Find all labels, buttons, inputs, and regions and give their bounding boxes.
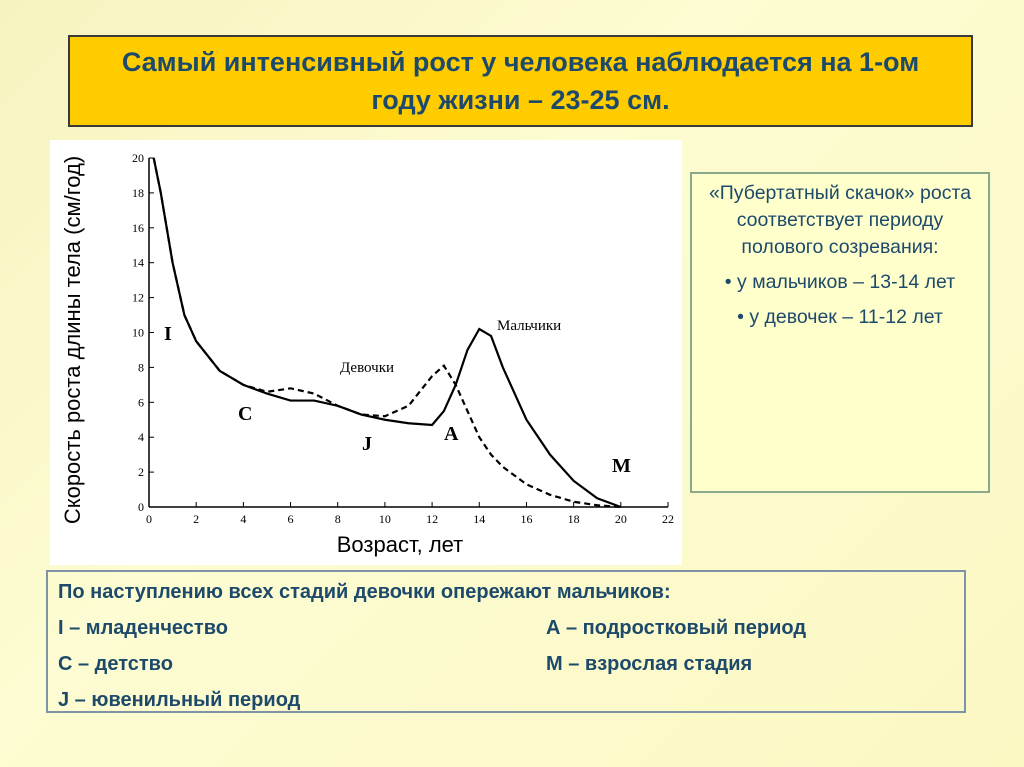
x-tick-label: 8 bbox=[335, 512, 341, 526]
series-label: Мальчики bbox=[497, 318, 561, 334]
y-tick-label: 20 bbox=[132, 151, 144, 165]
item: С – детство bbox=[58, 653, 173, 675]
x-tick-label: 0 bbox=[146, 512, 152, 526]
series-line bbox=[152, 157, 621, 509]
annotation: A bbox=[444, 423, 459, 445]
y-tick-label: 6 bbox=[138, 395, 144, 409]
side-text: «Пубертатный скачок» роста соответствует… bbox=[708, 182, 972, 258]
x-tick-label: 22 bbox=[662, 512, 674, 526]
item: А – подростковый период bbox=[546, 617, 807, 639]
item: J – ювенильный период bbox=[58, 689, 301, 711]
y-tick-label: 16 bbox=[132, 221, 144, 235]
y-tick-label: 12 bbox=[132, 291, 144, 305]
y-tick-label: 14 bbox=[132, 256, 144, 270]
heading: По наступлению всех стадий девочки опере… bbox=[58, 581, 671, 603]
annotation: I bbox=[164, 323, 172, 345]
x-tick-label: 14 bbox=[473, 512, 485, 526]
y-tick-label: 0 bbox=[138, 500, 144, 514]
annotation: J bbox=[362, 433, 372, 455]
item: I – младенчество bbox=[58, 617, 228, 639]
x-tick-label: 6 bbox=[288, 512, 294, 526]
bullet: • у девочек – 11-12 лет bbox=[737, 306, 943, 328]
y-tick-label: 2 bbox=[138, 465, 144, 479]
y-tick-label: 18 bbox=[132, 186, 144, 200]
chart-background bbox=[50, 140, 682, 565]
annotation: M bbox=[612, 455, 631, 477]
x-axis-label: Возраст, лет bbox=[337, 532, 464, 557]
annotation: C bbox=[238, 403, 252, 425]
bottom-box: По наступлению всех стадий девочки опере… bbox=[46, 570, 966, 713]
series-label: Девочки bbox=[340, 360, 394, 376]
x-tick-label: 10 bbox=[379, 512, 391, 526]
title: Самый интенсивный рост у человека наблюд… bbox=[68, 35, 973, 127]
y-tick-label: 4 bbox=[138, 430, 144, 444]
x-tick-label: 20 bbox=[615, 512, 627, 526]
bullet: • у мальчиков – 13-14 лет bbox=[724, 271, 956, 293]
item: М – взрослая стадия bbox=[546, 653, 753, 675]
x-tick-label: 4 bbox=[240, 512, 246, 526]
chart: 0 2 4 6 8 10 12 14 16 18 20 22 0 2 4 6 8 10 12 14 16 18 20 Возр… bbox=[50, 140, 682, 565]
y-tick-label: 10 bbox=[132, 326, 144, 340]
y-axis-label: Скорость роста длины тела (см/год) bbox=[60, 156, 85, 524]
x-tick-label: 12 bbox=[426, 512, 438, 526]
x-tick-label: 2 bbox=[193, 512, 199, 526]
side-box: «Пубертатный скачок» роста соответствует… bbox=[690, 172, 990, 493]
y-tick-label: 8 bbox=[138, 360, 144, 374]
x-tick-label: 16 bbox=[520, 512, 532, 526]
x-tick-label: 18 bbox=[568, 512, 580, 526]
